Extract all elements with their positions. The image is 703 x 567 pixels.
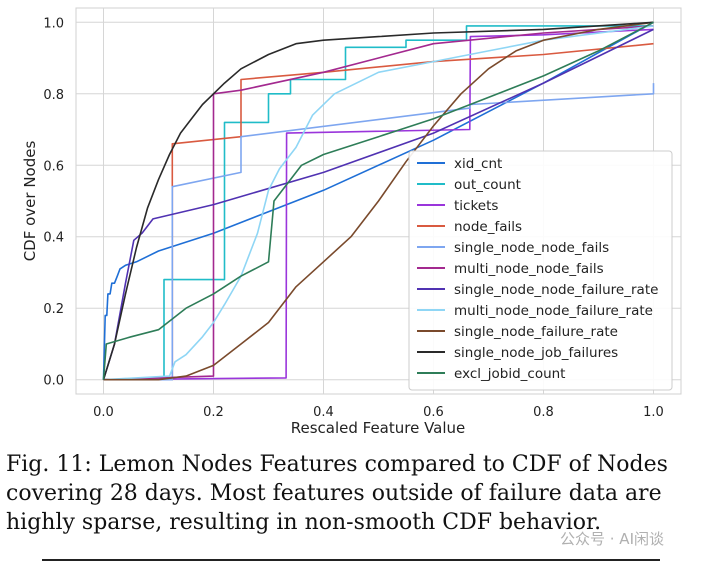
series-layer	[102, 21, 655, 381]
y-tick-label: 0.6	[43, 159, 64, 174]
series-line-multi-node-node-failure-rate	[103, 25, 654, 381]
y-tick-label: 0.2	[43, 302, 64, 317]
series-line-excl-jobid-count	[102, 21, 654, 380]
y-axis-label: CDF over Nodes	[21, 141, 39, 262]
legend-label: tickets	[454, 198, 498, 214]
series-line-out-count	[103, 25, 654, 381]
y-tick-label: 0.4	[43, 231, 64, 246]
legend-frame	[408, 150, 673, 391]
y-tick-label: 0.0	[43, 374, 64, 389]
series-line-multi-node-node-fails	[103, 25, 654, 381]
y-tick-label: 0.8	[43, 88, 64, 103]
legend-label: single_node_node_failure_rate	[454, 282, 658, 298]
series-line-xid-cnt	[102, 21, 654, 380]
caption-rule	[42, 559, 660, 561]
series-line-single-node-node-fails	[103, 83, 655, 381]
series-line-tickets	[103, 28, 654, 381]
legend-label: excl_jobid_count	[454, 366, 565, 382]
legend-label: single_node_node_fails	[454, 240, 609, 256]
series-line-single-node-node-failure-rate	[102, 28, 654, 380]
legend-label: node_fails	[454, 219, 522, 235]
legend-label: multi_node_node_failure_rate	[454, 303, 653, 319]
cdf-chart: 0.0 0.2 0.4 0.6 0.8 1.0 0.0 0.2 0.4 0.6 0.8 1.0 Res…	[21, 7, 682, 437]
legend-label: out_count	[454, 177, 521, 193]
watermark: 公众号 · AI闲谈	[560, 530, 664, 548]
legend-label: single_node_job_failures	[454, 345, 618, 361]
x-axis-label: Rescaled Feature Value	[291, 419, 466, 437]
x-tick-label: 0.2	[203, 405, 224, 420]
x-tick-label: 0.8	[533, 405, 554, 420]
series-line-single-node-job-failures	[102, 21, 654, 380]
x-tick-label: 1.0	[643, 405, 664, 420]
legend-label: single_node_failure_rate	[454, 324, 618, 340]
legend-label: multi_node_node_fails	[454, 261, 604, 277]
x-tick-label: 0.0	[93, 405, 114, 420]
figure-caption: Fig. 11: Lemon Nodes Features compared t…	[6, 452, 668, 535]
series-line-single-node-failure-rate	[103, 21, 654, 381]
x-tick-label: 0.4	[313, 405, 334, 420]
y-tick-label: 1.0	[43, 16, 64, 31]
legend-label: xid_cnt	[454, 156, 502, 172]
ticks: 0.0 0.2 0.4 0.6 0.8 1.0 0.0 0.2 0.4 0.6 0.8 1.0	[43, 16, 664, 420]
x-tick-label: 0.6	[423, 405, 444, 420]
